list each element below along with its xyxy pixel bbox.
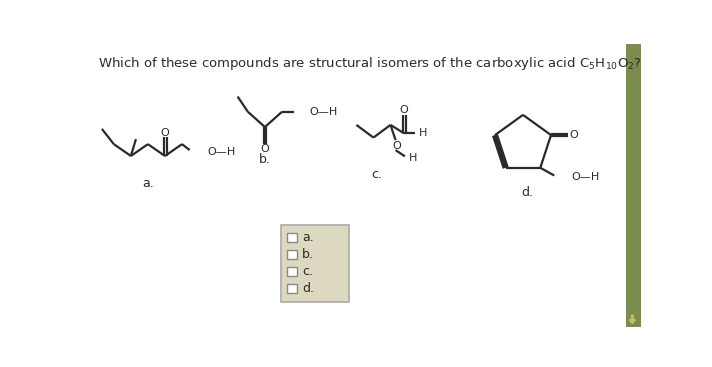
- Text: b.: b.: [302, 248, 314, 261]
- Text: b.: b.: [259, 153, 271, 166]
- Text: H: H: [419, 128, 427, 138]
- Text: H: H: [409, 153, 417, 163]
- Text: O—H: O—H: [310, 107, 338, 117]
- Text: c.: c.: [302, 265, 313, 278]
- Bar: [288, 266, 297, 276]
- Text: a.: a.: [302, 231, 314, 244]
- Text: d.: d.: [302, 281, 314, 295]
- Polygon shape: [629, 315, 635, 324]
- Text: c.: c.: [372, 168, 382, 181]
- Text: O: O: [569, 130, 578, 140]
- Text: d.: d.: [521, 186, 533, 199]
- Text: Which of these compounds are structural isomers of the carboxylic acid C$_5$H$_{: Which of these compounds are structural …: [98, 55, 642, 72]
- Text: O: O: [392, 141, 401, 150]
- Text: O: O: [161, 128, 169, 138]
- Text: a.: a.: [142, 177, 154, 190]
- Bar: [288, 233, 297, 242]
- Bar: [288, 284, 297, 293]
- Text: O—H: O—H: [207, 148, 236, 157]
- Bar: [626, 44, 641, 327]
- Text: O: O: [399, 105, 409, 115]
- Text: O: O: [261, 144, 269, 155]
- Bar: [281, 225, 350, 302]
- Bar: [288, 250, 297, 259]
- Text: O—H: O—H: [571, 172, 600, 182]
